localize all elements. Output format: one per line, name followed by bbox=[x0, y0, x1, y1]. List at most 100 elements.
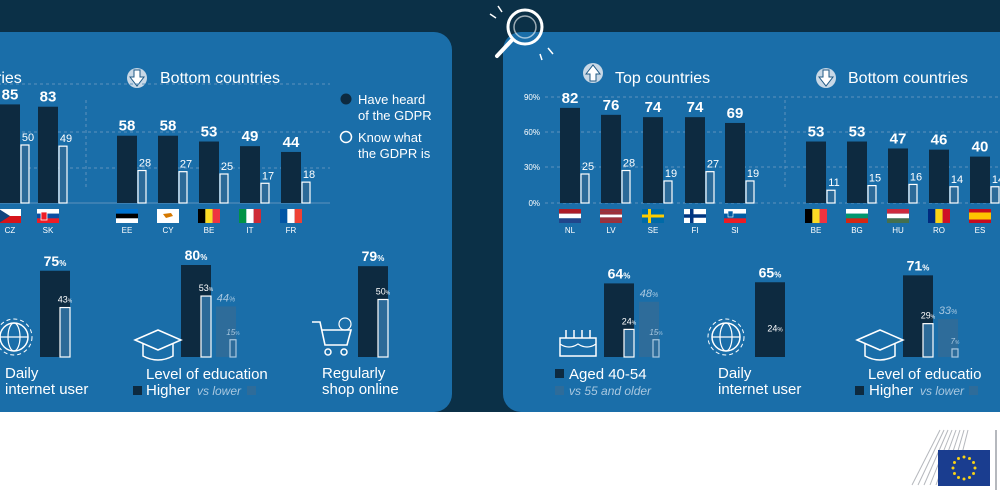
right-bottom-label-heard-4: 40 bbox=[972, 139, 989, 156]
left-bottom-category-3: IT bbox=[246, 226, 253, 235]
right-top-category-3: FI bbox=[691, 226, 698, 235]
left-bottom-label-know-3: 17 bbox=[262, 170, 274, 182]
right-daily-heard-label: 65% bbox=[759, 264, 782, 280]
right-daily-heard-value: 65 bbox=[759, 264, 775, 280]
left-daily-know-value: 43 bbox=[58, 295, 68, 305]
right-daily-label-line-1: internet user bbox=[718, 381, 801, 398]
right-age-a-marker bbox=[555, 369, 564, 378]
left-bottom-flag-ee-icon bbox=[116, 209, 138, 223]
left-edu-know-higher-label: 53% bbox=[199, 283, 214, 293]
legend-heard-label-line-1: of the GDPR bbox=[358, 108, 432, 123]
left-bottom-flag-fr-icon bbox=[280, 209, 302, 223]
left-shop-know bbox=[377, 298, 389, 358]
right-top-flag-lv-icon bbox=[600, 209, 622, 223]
left-bottom-label-know-1: 27 bbox=[180, 159, 192, 171]
left-top-bar-know-1 bbox=[20, 144, 30, 204]
left-bottom-category-4: FR bbox=[286, 226, 297, 235]
left-edu-heard-higher-value: 80 bbox=[185, 247, 201, 263]
right-top-category-1: LV bbox=[606, 226, 616, 235]
left-daily-heard-pct: % bbox=[59, 259, 66, 268]
right-bottom-category-1: BG bbox=[851, 226, 863, 235]
right-bottom-bar-heard-0 bbox=[806, 141, 826, 203]
left-daily-label-line-0: Daily bbox=[5, 365, 39, 382]
right-bottom-flag-bg-icon bbox=[846, 209, 868, 223]
right-edu-heard-lower bbox=[938, 319, 958, 357]
left-edu-vs-lower: vs lower bbox=[197, 384, 242, 398]
right-top-heading: Top countries bbox=[615, 70, 710, 87]
left-top-category-1: CZ bbox=[5, 226, 16, 235]
left-daily-heard-label: 75% bbox=[44, 253, 67, 269]
left-edu-know-higher bbox=[200, 295, 212, 358]
left-top-bar-heard-1 bbox=[0, 104, 20, 203]
right-daily-know-label: 24% bbox=[767, 323, 783, 333]
left-bottom-bar-heard-2 bbox=[199, 141, 219, 203]
right-bottom-bar-heard-3 bbox=[929, 149, 949, 203]
globe-cursor-icon bbox=[707, 318, 745, 356]
right-age-know-b-value: 15 bbox=[649, 328, 658, 337]
legend-know-marker bbox=[339, 130, 353, 144]
right-daily-know-pct: % bbox=[777, 327, 783, 333]
left-bottom-bar-know-1 bbox=[178, 171, 188, 204]
right-top-arrow-icon bbox=[583, 63, 603, 83]
right-bottom-label-know-2: 16 bbox=[910, 171, 922, 183]
right-edu-heard-higher-label: 71% bbox=[907, 257, 930, 273]
left-bottom-flag-cy-icon bbox=[157, 209, 179, 223]
left-bottom-bar-know-0 bbox=[137, 169, 147, 204]
left-edu-label: Level of education bbox=[146, 366, 268, 383]
left-bottom-label-heard-3: 49 bbox=[242, 128, 259, 145]
left-edu-heard-higher-pct: % bbox=[200, 253, 207, 262]
right-edu-higher-marker bbox=[855, 386, 864, 395]
left-shop-label-line-1: shop online bbox=[322, 381, 399, 398]
right-top-flag-fi-icon bbox=[684, 209, 706, 223]
right-bottom-label-know-1: 15 bbox=[869, 173, 881, 185]
right-bottom-arrow-icon bbox=[816, 68, 836, 88]
left-bottom-category-1: CY bbox=[162, 226, 174, 235]
right-top-flag-nl-icon bbox=[559, 209, 581, 223]
right-top-label-know-3: 27 bbox=[707, 159, 719, 171]
left-bottom-label-know-4: 18 bbox=[303, 169, 315, 181]
left-bottom-heading: Bottom countries bbox=[160, 70, 280, 87]
left-bottom-label-know-0: 28 bbox=[139, 158, 151, 170]
right-top-bar-know-0 bbox=[580, 173, 590, 204]
right-top-category-4: SI bbox=[731, 226, 739, 235]
right-edu-know-lower-pct: % bbox=[955, 340, 960, 346]
left-edu-higher: Higher bbox=[146, 382, 190, 399]
right-ytick-1: 60% bbox=[524, 128, 540, 137]
right-daily-heard bbox=[755, 282, 785, 357]
right-edu-know-lower-value: 7 bbox=[951, 337, 956, 346]
right-top-bar-heard-4 bbox=[725, 122, 745, 203]
right-edu-lower-marker bbox=[969, 386, 978, 395]
legend-know-label-line-0: Know what bbox=[358, 130, 422, 145]
right-age-know-b-pct: % bbox=[658, 331, 663, 337]
left-shop-know-value: 50 bbox=[376, 287, 386, 297]
right-age-heard-a-value: 64 bbox=[608, 265, 624, 281]
right-edu-know-higher-value: 29 bbox=[921, 311, 931, 321]
right-daily-know-value: 24 bbox=[767, 323, 777, 333]
right-bottom-bar-know-0 bbox=[826, 189, 836, 204]
right-ytick-3: 0% bbox=[528, 199, 540, 208]
right-age-b-marker bbox=[555, 386, 564, 395]
left-top-label-know-1: 50 bbox=[22, 132, 34, 144]
right-age-know-a-label: 24% bbox=[622, 316, 637, 326]
left-bottom-bar-heard-1 bbox=[158, 135, 178, 203]
right-age-label: Aged 40-54 bbox=[569, 366, 647, 383]
left-bottom-bar-know-4 bbox=[301, 181, 311, 204]
left-edu-heard-higher-label: 80% bbox=[185, 247, 208, 263]
left-edu-know-lower-pct: % bbox=[235, 331, 240, 337]
right-age-know-a-value: 24 bbox=[622, 316, 632, 326]
left-bottom-label-heard-0: 58 bbox=[119, 118, 136, 135]
left-edu-know-lower-label: 15% bbox=[226, 328, 240, 337]
left-bottom-bar-know-3 bbox=[260, 182, 270, 204]
left-edu-heard-lower-value: 44 bbox=[217, 292, 229, 304]
left-bottom-category-2: BE bbox=[204, 226, 215, 235]
left-top-bar-heard-2 bbox=[38, 106, 58, 203]
left-bottom-category-0: EE bbox=[122, 226, 133, 235]
left-top-category-2: SK bbox=[43, 226, 54, 235]
left-daily-know-pct: % bbox=[68, 299, 73, 305]
left-shop-heard-label: 79% bbox=[362, 248, 385, 264]
left-bottom-bar-know-2 bbox=[219, 173, 229, 204]
right-age-heard-a-pct: % bbox=[623, 271, 630, 280]
left-bottom-flag-it-icon bbox=[239, 209, 261, 223]
